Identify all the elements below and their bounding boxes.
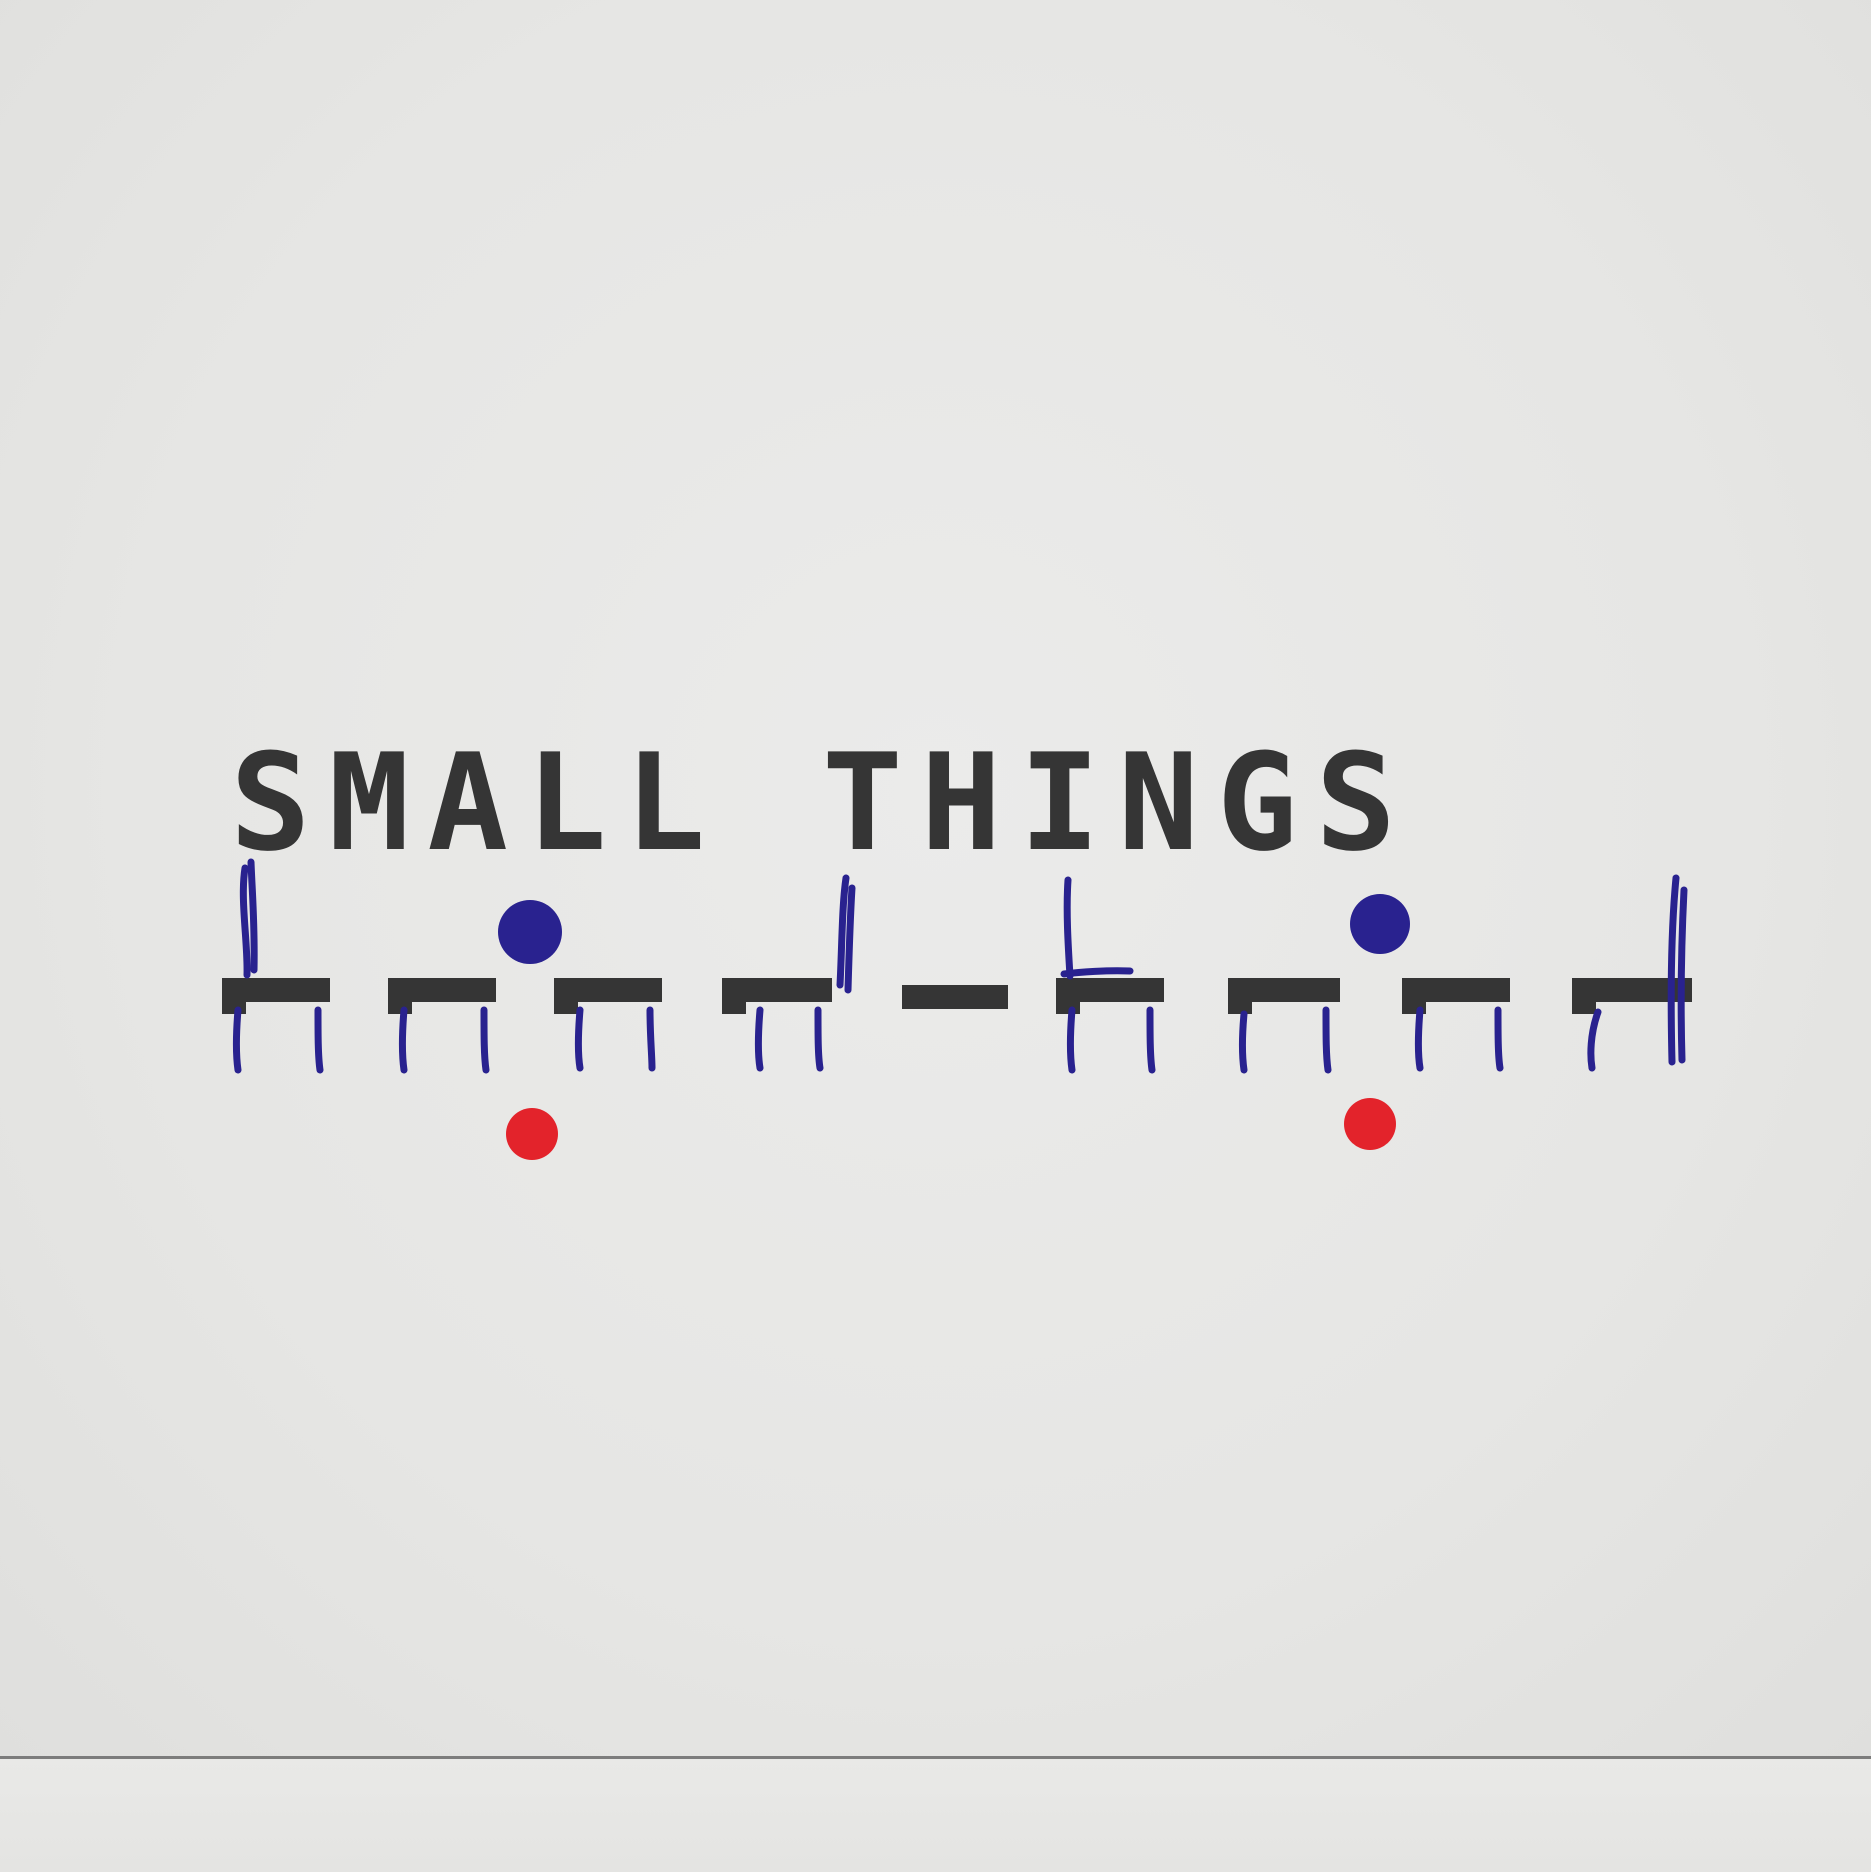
red-dot-icons: [506, 1098, 1396, 1160]
paper-edge: [0, 1756, 1871, 1759]
blue-handwritten-strokes: [233, 858, 1688, 1074]
table-surface: [0, 1759, 1871, 1872]
black-glyph-fragments: [222, 978, 1692, 1014]
blue-dot-icons: [498, 894, 1410, 964]
wordmark-text: SMALL THINGS: [230, 725, 1415, 881]
paper-card: [0, 0, 1871, 1758]
